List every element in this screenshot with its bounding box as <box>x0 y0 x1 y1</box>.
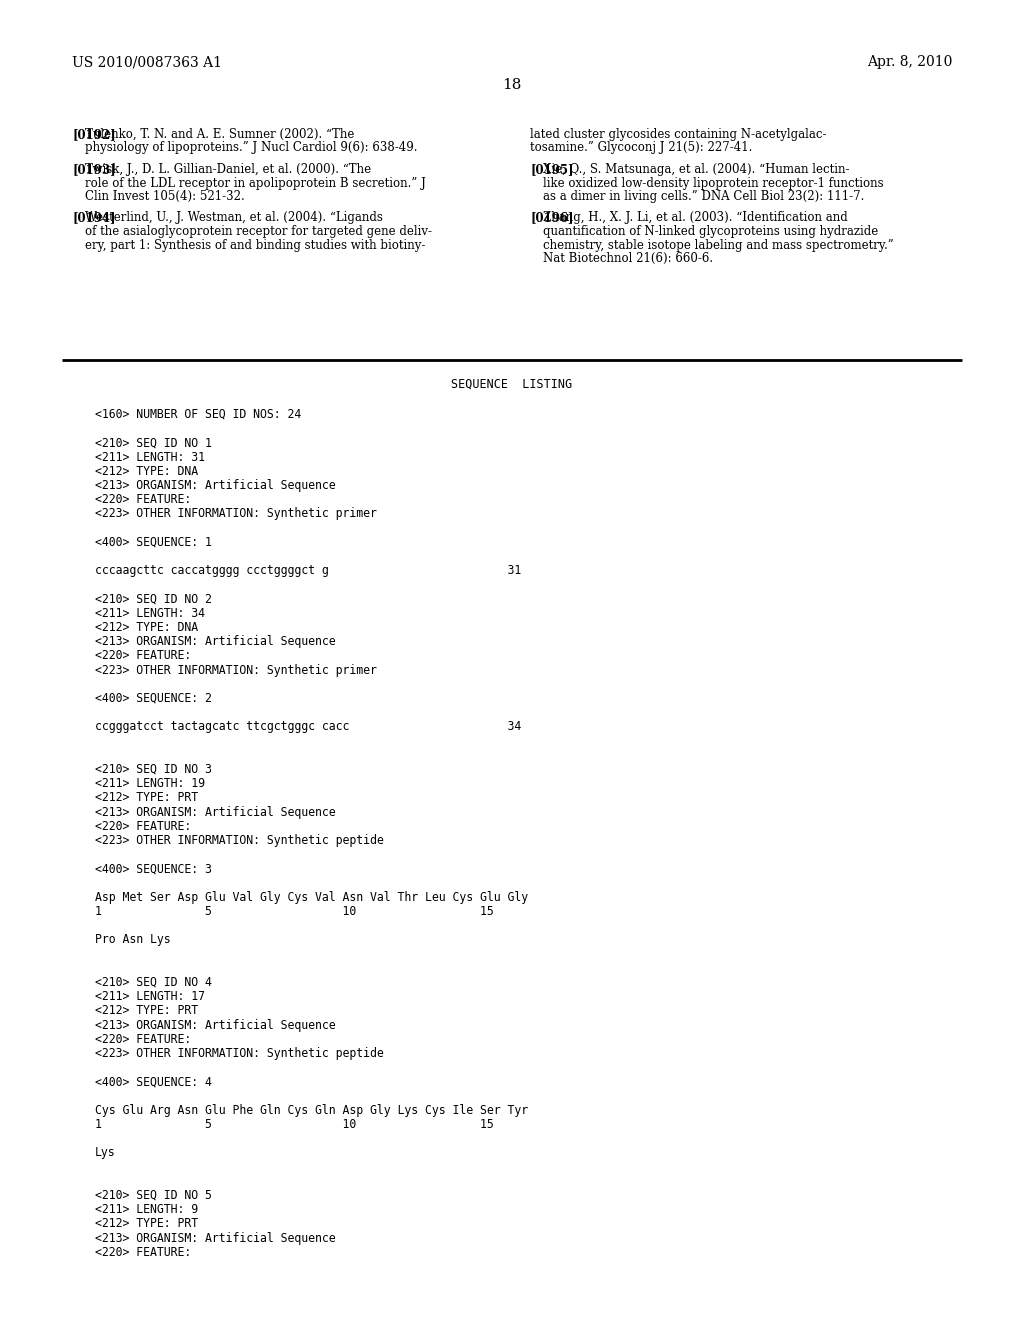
Text: <212> TYPE: PRT: <212> TYPE: PRT <box>95 792 198 804</box>
Text: <211> LENGTH: 34: <211> LENGTH: 34 <box>95 607 205 620</box>
Text: chemistry, stable isotope labeling and mass spectrometry.”: chemistry, stable isotope labeling and m… <box>543 239 894 252</box>
Text: Westerlind, U., J. Westman, et al. (2004). “Ligands: Westerlind, U., J. Westman, et al. (2004… <box>85 211 383 224</box>
Text: [0194]: [0194] <box>72 211 116 224</box>
Text: physiology of lipoproteins.” J Nucl Cardiol 9(6): 638-49.: physiology of lipoproteins.” J Nucl Card… <box>85 141 418 154</box>
Text: <223> OTHER INFORMATION: Synthetic peptide: <223> OTHER INFORMATION: Synthetic pepti… <box>95 834 384 847</box>
Text: <211> LENGTH: 17: <211> LENGTH: 17 <box>95 990 205 1003</box>
Text: <212> TYPE: PRT: <212> TYPE: PRT <box>95 1005 198 1018</box>
Text: <160> NUMBER OF SEQ ID NOS: 24: <160> NUMBER OF SEQ ID NOS: 24 <box>95 408 301 421</box>
Text: Asp Met Ser Asp Glu Val Gly Cys Val Asn Val Thr Leu Cys Glu Gly: Asp Met Ser Asp Glu Val Gly Cys Val Asn … <box>95 891 528 904</box>
Text: <213> ORGANISM: Artificial Sequence: <213> ORGANISM: Artificial Sequence <box>95 805 336 818</box>
Text: Apr. 8, 2010: Apr. 8, 2010 <box>866 55 952 69</box>
Text: Tulenko, T. N. and A. E. Sumner (2002). “The: Tulenko, T. N. and A. E. Sumner (2002). … <box>85 128 354 141</box>
Text: cccaagcttc caccatgggg ccctggggct g                          31: cccaagcttc caccatgggg ccctggggct g 31 <box>95 564 521 577</box>
Text: like oxidized low-density lipoprotein receptor-1 functions: like oxidized low-density lipoprotein re… <box>543 177 884 190</box>
Text: <213> ORGANISM: Artificial Sequence: <213> ORGANISM: Artificial Sequence <box>95 1019 336 1032</box>
Text: ery, part 1: Synthesis of and binding studies with biotiny-: ery, part 1: Synthesis of and binding st… <box>85 239 425 252</box>
Text: <220> FEATURE:: <220> FEATURE: <box>95 494 191 506</box>
Text: <400> SEQUENCE: 3: <400> SEQUENCE: 3 <box>95 862 212 875</box>
Text: Clin Invest 105(4): 521-32.: Clin Invest 105(4): 521-32. <box>85 190 245 203</box>
Text: <220> FEATURE:: <220> FEATURE: <box>95 1032 191 1045</box>
Text: <211> LENGTH: 9: <211> LENGTH: 9 <box>95 1204 198 1216</box>
Text: <210> SEQ ID NO 5: <210> SEQ ID NO 5 <box>95 1189 212 1203</box>
Text: role of the LDL receptor in apolipoprotein B secretion.” J: role of the LDL receptor in apolipoprote… <box>85 177 426 190</box>
Text: <210> SEQ ID NO 3: <210> SEQ ID NO 3 <box>95 763 212 776</box>
Text: [0196]: [0196] <box>530 211 573 224</box>
Text: <212> TYPE: PRT: <212> TYPE: PRT <box>95 1217 198 1230</box>
Text: Twisk, J., D. L. Gillian-Daniel, et al. (2000). “The: Twisk, J., D. L. Gillian-Daniel, et al. … <box>85 162 371 176</box>
Text: <400> SEQUENCE: 4: <400> SEQUENCE: 4 <box>95 1076 212 1089</box>
Text: US 2010/0087363 A1: US 2010/0087363 A1 <box>72 55 222 69</box>
Text: Zhang, H., X. J. Li, et al. (2003). “Identification and: Zhang, H., X. J. Li, et al. (2003). “Ide… <box>543 211 848 224</box>
Text: <210> SEQ ID NO 1: <210> SEQ ID NO 1 <box>95 437 212 449</box>
Text: <211> LENGTH: 19: <211> LENGTH: 19 <box>95 777 205 791</box>
Text: ccgggatcct tactagcatc ttcgctgggc cacc                       34: ccgggatcct tactagcatc ttcgctgggc cacc 34 <box>95 721 521 734</box>
Text: <223> OTHER INFORMATION: Synthetic primer: <223> OTHER INFORMATION: Synthetic prime… <box>95 507 377 520</box>
Text: [0195]: [0195] <box>530 162 573 176</box>
Text: Lys: Lys <box>95 1146 116 1159</box>
Text: Nat Biotechnol 21(6): 660-6.: Nat Biotechnol 21(6): 660-6. <box>543 252 713 265</box>
Text: <210> SEQ ID NO 4: <210> SEQ ID NO 4 <box>95 975 212 989</box>
Text: Xie, Q., S. Matsunaga, et al. (2004). “Human lectin-: Xie, Q., S. Matsunaga, et al. (2004). “H… <box>543 162 850 176</box>
Text: as a dimer in living cells.” DNA Cell Biol 23(2): 111-7.: as a dimer in living cells.” DNA Cell Bi… <box>543 190 864 203</box>
Text: <212> TYPE: DNA: <212> TYPE: DNA <box>95 620 198 634</box>
Text: tosamine.” Glycoconj J 21(5): 227-41.: tosamine.” Glycoconj J 21(5): 227-41. <box>530 141 753 154</box>
Text: <400> SEQUENCE: 2: <400> SEQUENCE: 2 <box>95 692 212 705</box>
Text: <212> TYPE: DNA: <212> TYPE: DNA <box>95 465 198 478</box>
Text: of the asialoglycoprotein receptor for targeted gene deliv-: of the asialoglycoprotein receptor for t… <box>85 224 432 238</box>
Text: <220> FEATURE:: <220> FEATURE: <box>95 820 191 833</box>
Text: <220> FEATURE:: <220> FEATURE: <box>95 1246 191 1259</box>
Text: quantification of N-linked glycoproteins using hydrazide: quantification of N-linked glycoproteins… <box>543 224 879 238</box>
Text: Cys Glu Arg Asn Glu Phe Gln Cys Gln Asp Gly Lys Cys Ile Ser Tyr: Cys Glu Arg Asn Glu Phe Gln Cys Gln Asp … <box>95 1104 528 1117</box>
Text: <213> ORGANISM: Artificial Sequence: <213> ORGANISM: Artificial Sequence <box>95 479 336 492</box>
Text: <223> OTHER INFORMATION: Synthetic peptide: <223> OTHER INFORMATION: Synthetic pepti… <box>95 1047 384 1060</box>
Text: Pro Asn Lys: Pro Asn Lys <box>95 933 171 946</box>
Text: 18: 18 <box>503 78 521 92</box>
Text: 1               5                   10                  15: 1 5 10 15 <box>95 1118 494 1131</box>
Text: <211> LENGTH: 31: <211> LENGTH: 31 <box>95 450 205 463</box>
Text: [0192]: [0192] <box>72 128 116 141</box>
Text: lated cluster glycosides containing N-acetylgalac-: lated cluster glycosides containing N-ac… <box>530 128 826 141</box>
Text: [0193]: [0193] <box>72 162 116 176</box>
Text: <213> ORGANISM: Artificial Sequence: <213> ORGANISM: Artificial Sequence <box>95 635 336 648</box>
Text: <210> SEQ ID NO 2: <210> SEQ ID NO 2 <box>95 593 212 606</box>
Text: <223> OTHER INFORMATION: Synthetic primer: <223> OTHER INFORMATION: Synthetic prime… <box>95 664 377 677</box>
Text: <220> FEATURE:: <220> FEATURE: <box>95 649 191 663</box>
Text: <213> ORGANISM: Artificial Sequence: <213> ORGANISM: Artificial Sequence <box>95 1232 336 1245</box>
Text: SEQUENCE  LISTING: SEQUENCE LISTING <box>452 378 572 391</box>
Text: 1               5                   10                  15: 1 5 10 15 <box>95 906 494 917</box>
Text: <400> SEQUENCE: 1: <400> SEQUENCE: 1 <box>95 536 212 549</box>
